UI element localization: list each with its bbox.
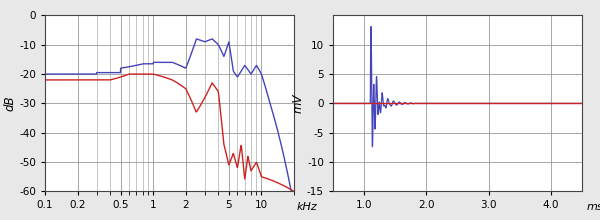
Y-axis label: dB: dB: [4, 96, 16, 111]
Text: kHz: kHz: [296, 202, 317, 212]
Text: ms: ms: [587, 202, 600, 212]
Y-axis label: mV: mV: [291, 94, 304, 113]
